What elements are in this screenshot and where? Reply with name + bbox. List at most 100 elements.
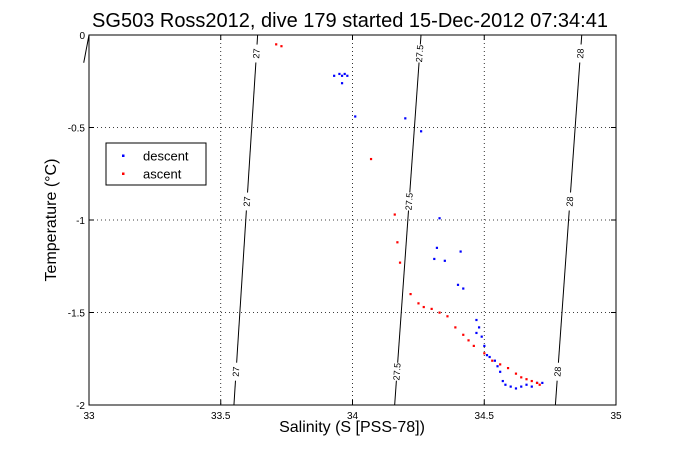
descent-point	[485, 354, 489, 357]
ascent-point	[417, 302, 420, 305]
ascent-point	[438, 311, 441, 314]
isopycnal-label-bg	[230, 362, 242, 382]
isopycnal-line	[233, 34, 259, 406]
legend: descent ascent	[105, 142, 207, 186]
isopycnal-line	[83, 34, 90, 63]
isopycnal-label: 27.5	[391, 363, 402, 381]
ascent-point	[530, 379, 533, 383]
isopycnal-label-bg	[241, 192, 253, 211]
x-axis-ticks: 33 33.5 34 34.5 35	[83, 35, 622, 422]
ascent-point	[369, 157, 373, 161]
ascent-point	[483, 352, 486, 355]
isopycnal-label-bg	[391, 362, 403, 382]
descent-point	[438, 217, 441, 220]
descent-point	[340, 82, 344, 85]
ascent-point	[538, 383, 541, 386]
descent-point	[499, 370, 502, 373]
ascent-point	[535, 381, 539, 384]
x-tick-label: 33.5	[211, 411, 231, 422]
descent-point	[462, 287, 465, 290]
descent-point	[509, 385, 512, 388]
descent-point	[504, 383, 507, 386]
isopycnal-label: 27	[242, 196, 253, 207]
isopycnal-label-bg	[552, 362, 564, 382]
y-tick-label: -2	[76, 401, 85, 412]
ascent-point	[430, 307, 433, 310]
ascent-point	[393, 213, 396, 216]
descent-point	[541, 381, 544, 384]
ascent-point	[454, 326, 457, 329]
isopycnal-label: 27.5	[404, 192, 415, 210]
ascent-point	[280, 45, 283, 48]
legend-marker-descent	[122, 154, 125, 157]
descent-point	[475, 331, 478, 335]
descent-point	[404, 117, 407, 120]
legend-label-ascent: ascent	[143, 167, 182, 182]
y-tick-label: -1	[76, 216, 85, 227]
descent-point	[493, 359, 496, 362]
descent-point	[475, 318, 478, 322]
descent-point	[459, 250, 462, 253]
grid	[89, 35, 616, 405]
descent-point	[525, 383, 528, 386]
descent-point	[338, 72, 341, 76]
ascent-point	[462, 333, 465, 336]
isopycnal-line	[554, 34, 583, 406]
isopycnal-label: 28	[552, 366, 563, 377]
descent-point	[514, 387, 518, 390]
descent-point	[420, 130, 423, 133]
ascent-point	[275, 43, 278, 46]
x-tick-label: 34.5	[475, 411, 495, 422]
descent-point	[340, 74, 344, 77]
isopycnal-label: 28	[575, 48, 586, 59]
y-tick-label: -1.5	[68, 309, 86, 320]
isopycnal-line	[394, 34, 422, 406]
x-tick-label: 35	[610, 411, 622, 422]
y-tick-label: -0.5	[68, 124, 86, 135]
descent-point	[456, 283, 460, 286]
x-axis-label: Salinity (S [PSS-78])	[279, 419, 425, 436]
ascent-point	[525, 378, 528, 381]
descent-point	[435, 246, 439, 249]
descent-point	[483, 344, 486, 347]
descent-point	[477, 326, 481, 329]
descent-point	[496, 365, 499, 368]
descent-point	[343, 72, 346, 76]
ascent-point	[467, 339, 470, 342]
x-tick-label: 33	[83, 411, 95, 422]
legend-label-descent: descent	[143, 149, 189, 164]
descent-point	[530, 385, 533, 388]
isopycnal-label-bg	[564, 192, 576, 211]
isopycnal-label-bg	[250, 44, 263, 63]
descent-point	[346, 74, 349, 77]
descent-point	[433, 257, 436, 261]
ascent-point	[472, 344, 475, 347]
chart-title: SG503 Ross2012, dive 179 started 15-Dec-…	[92, 10, 608, 32]
descent-point	[501, 379, 504, 383]
data-points	[275, 43, 544, 390]
ascent-point	[491, 359, 494, 362]
isopycnal-label: 27	[231, 366, 242, 377]
y-tick-label: 0	[79, 31, 85, 42]
x-tick-label: 34	[347, 411, 359, 422]
legend-marker-ascent	[122, 172, 125, 175]
ascent-point	[422, 305, 425, 309]
isopycnal-label: 27.5	[414, 44, 425, 62]
ascent-point	[396, 241, 399, 244]
legend-box	[105, 142, 207, 186]
isopycnal-label-bg	[403, 192, 415, 211]
isopycnal-contours: 27 27 27 27.5 27.5 27.5 28 28 28	[83, 34, 587, 406]
descent-point	[354, 115, 357, 118]
isopycnal-label: 28	[565, 196, 576, 207]
ascent-point	[446, 315, 449, 318]
descent-point	[520, 385, 523, 388]
ascent-point	[398, 261, 402, 264]
ascent-point	[514, 372, 518, 375]
isopycnal-label: 27	[251, 48, 262, 59]
descent-point	[443, 259, 446, 262]
descent-point	[333, 74, 336, 77]
ascent-point	[520, 376, 523, 379]
ascent-point	[499, 363, 502, 366]
isopycnal-label-bg	[414, 44, 426, 63]
